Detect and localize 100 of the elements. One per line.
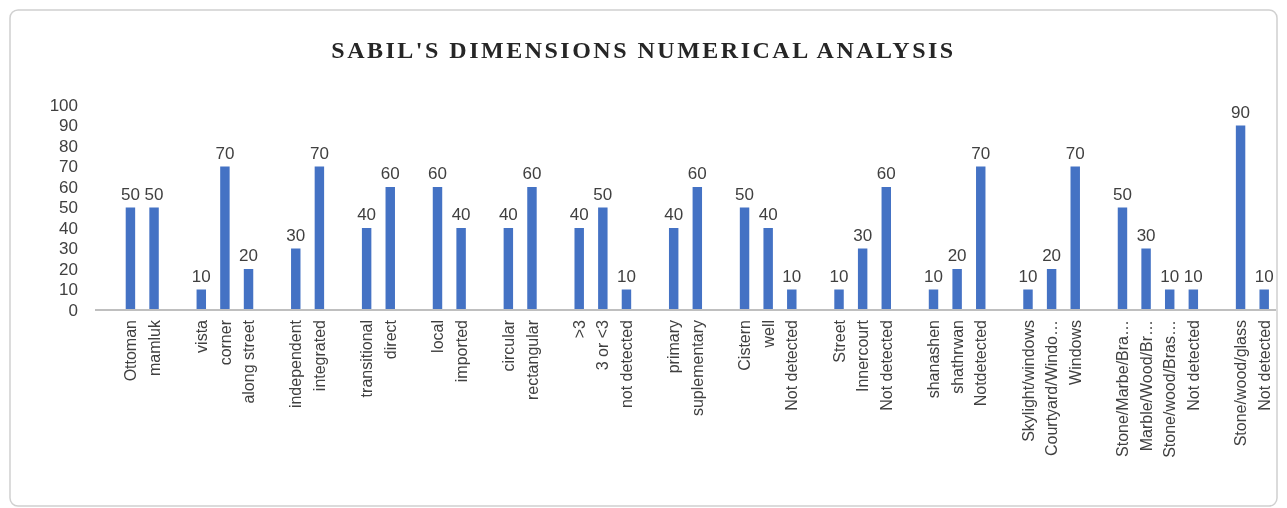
data-label: 20 xyxy=(239,246,258,265)
bar xyxy=(125,207,136,310)
data-label: 70 xyxy=(971,143,991,163)
bar xyxy=(1141,248,1151,310)
x-tick-label: Not detected xyxy=(877,320,895,411)
x-tick-label: local xyxy=(429,320,447,353)
y-tick-label: 40 xyxy=(59,218,78,238)
x-tick-label: mamluk xyxy=(145,319,163,377)
x-tick-label: Marble/Wood/Br… xyxy=(1137,320,1155,452)
data-label: 30 xyxy=(853,225,873,245)
data-label: 10 xyxy=(1018,266,1038,286)
x-tick-label: Cistern xyxy=(736,320,754,371)
bar xyxy=(1235,125,1246,310)
x-tick-label: well xyxy=(759,320,777,349)
y-tick-label: 90 xyxy=(59,116,78,136)
data-label: 20 xyxy=(947,246,967,265)
y-tick-label: 100 xyxy=(49,95,78,115)
bar xyxy=(361,228,372,310)
x-tick-label: Not detected xyxy=(1255,320,1273,411)
data-label: 10 xyxy=(191,266,211,286)
bar xyxy=(834,289,844,310)
x-tick-label: transitional xyxy=(358,320,376,398)
bar xyxy=(1070,166,1080,310)
bar xyxy=(291,248,301,310)
data-label: 30 xyxy=(286,225,306,245)
y-tick-label: 60 xyxy=(59,177,78,197)
y-tick-label: 50 xyxy=(59,198,78,218)
bar xyxy=(976,166,986,310)
bar xyxy=(527,187,537,310)
y-tick-label: 20 xyxy=(59,259,78,279)
bar xyxy=(952,269,962,310)
y-tick-label: 30 xyxy=(59,239,78,259)
x-tick-label: Notdetected xyxy=(972,320,990,407)
bar xyxy=(739,207,750,310)
x-tick-label: imported xyxy=(452,320,470,383)
data-label: 60 xyxy=(876,164,896,183)
x-tick-label: 3 or <3 xyxy=(594,319,612,371)
data-label: 50 xyxy=(593,184,613,204)
data-label: 20 xyxy=(1042,246,1062,265)
bar xyxy=(574,228,584,310)
data-label: 40 xyxy=(357,205,377,224)
x-tick-label: corner xyxy=(216,319,234,366)
chart-title: SABIL'S DIMENSIONS NUMERICAL ANALYSIS xyxy=(331,37,956,63)
bar xyxy=(598,207,608,310)
bar xyxy=(314,166,325,310)
data-label: 30 xyxy=(1136,225,1156,245)
data-label: 10 xyxy=(924,266,943,286)
y-tick-label: 70 xyxy=(59,157,78,177)
x-tick-label: suplementary xyxy=(688,320,706,417)
data-label: 10 xyxy=(829,266,849,286)
x-tick-label: Skylight/windows xyxy=(1019,320,1037,442)
data-label: 40 xyxy=(451,205,471,224)
x-tick-label: Stone/wood/glass xyxy=(1232,320,1250,447)
data-label: 70 xyxy=(309,143,329,163)
bar xyxy=(1023,289,1033,310)
bar xyxy=(243,269,254,310)
data-label: 60 xyxy=(428,164,447,183)
x-tick-label: Courtyard/Windo… xyxy=(1043,320,1061,457)
data-label: 50 xyxy=(144,184,164,204)
data-label: 50 xyxy=(120,184,140,204)
bar xyxy=(432,187,443,310)
bar xyxy=(787,289,797,310)
x-tick-label: Street xyxy=(830,319,848,363)
x-tick-label: along street xyxy=(240,319,258,404)
x-tick-label: independent xyxy=(287,319,305,409)
x-tick-label: >3 xyxy=(570,319,588,339)
data-label: 10 xyxy=(1160,266,1180,286)
data-label: 10 xyxy=(616,266,636,286)
data-label: 10 xyxy=(782,266,802,286)
bar xyxy=(692,187,703,310)
bar xyxy=(881,187,891,310)
x-tick-label: Ottoman xyxy=(122,320,140,382)
data-label: 90 xyxy=(1231,102,1251,122)
bar xyxy=(1259,289,1269,310)
bar xyxy=(385,187,395,310)
x-tick-label: not detected xyxy=(618,320,636,409)
x-tick-label: integrated xyxy=(310,320,328,392)
bar xyxy=(1117,207,1128,310)
x-tick-label: circular xyxy=(499,319,517,372)
data-label: 70 xyxy=(215,143,235,163)
y-tick-label: 10 xyxy=(59,280,78,300)
bar xyxy=(220,166,230,310)
data-label: 40 xyxy=(498,205,518,224)
x-tick-label: Stone/wood/Bras… xyxy=(1161,320,1179,458)
data-label: 50 xyxy=(1113,184,1132,204)
x-tick-label: direct xyxy=(381,319,399,360)
x-tick-label: vista xyxy=(192,319,210,353)
bar xyxy=(1046,269,1057,310)
x-tick-label: primary xyxy=(665,320,683,374)
data-label: 60 xyxy=(687,164,707,183)
x-tick-label: shathrwan xyxy=(948,320,966,394)
data-label: 40 xyxy=(758,205,778,224)
y-tick-label: 0 xyxy=(68,300,78,320)
bar xyxy=(668,228,679,310)
bar xyxy=(149,207,159,310)
x-tick-label: rectangular xyxy=(523,319,541,401)
y-tick-label: 80 xyxy=(59,136,78,156)
x-tick-label: shanashen xyxy=(925,320,943,399)
x-tick-label: Stone/Marbe/Bra… xyxy=(1114,320,1132,457)
data-label: 40 xyxy=(664,205,684,224)
